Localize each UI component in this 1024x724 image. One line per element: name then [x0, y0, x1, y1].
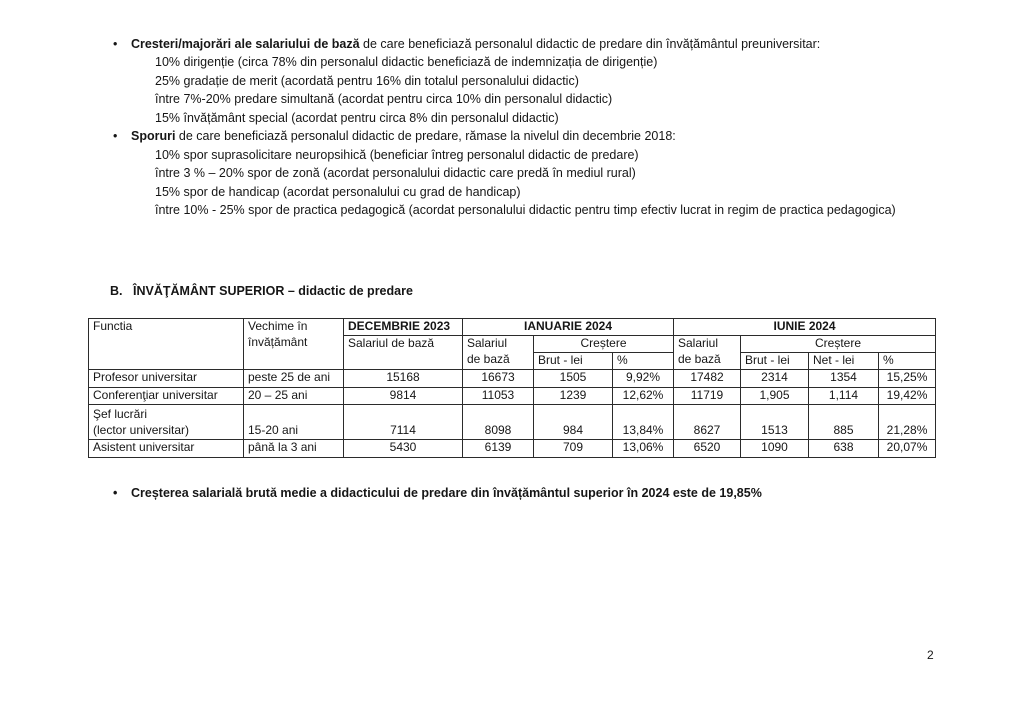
header-iun-brut-lei: Brut - lei	[740, 352, 809, 370]
cell-iun-net: 885	[808, 404, 879, 441]
cell-vechime: peste 25 de ani	[243, 368, 344, 388]
cell-ian-salariu: 11053	[462, 386, 534, 406]
header-ian-percent: %	[612, 352, 674, 370]
page-number: 2	[927, 648, 934, 662]
cell-vechime: până la 3 ani	[243, 439, 344, 458]
bullet-subitem: între 10% - 25% spor de practica pedagog…	[155, 203, 896, 218]
section-title: ÎNVĂŢĂMÂNT SUPERIOR – didactic de predar…	[133, 284, 413, 298]
bullet-subitem: 10% dirigenție (circa 78% din personalul…	[155, 55, 658, 70]
header-iun-percent: %	[877, 352, 937, 370]
cell-dec-salariu: 5430	[343, 439, 463, 458]
bullet-item-sporuri: • Sporuri de care beneficiază personalul…	[112, 127, 1012, 145]
cell-vechime: 15-20 ani	[243, 404, 344, 441]
cell-iun-brut: 1090	[740, 439, 809, 458]
cell-iun-pct: 20,07%	[877, 439, 937, 458]
bullet-subitem: 10% spor suprasolicitare neuropsihică (b…	[155, 147, 639, 162]
cell-iun-brut: 1,905	[740, 386, 809, 406]
bullet-lead-bold: Sporuri	[131, 129, 176, 144]
cell-ian-pct: 13,06%	[612, 439, 674, 458]
cell-ian-salariu: 6139	[462, 439, 534, 458]
cell-ian-pct: 12,62%	[612, 386, 674, 406]
header-functia: Functia	[88, 318, 244, 370]
bullet-lead-bold: Cresteri/majorări ale salariului de bază	[131, 37, 360, 51]
bullet-lead-rest: de care beneficiază personalul didactic …	[359, 37, 821, 51]
cell-iun-pct: 21,28%	[877, 404, 937, 441]
header-vechime: Vechime în învățământ	[243, 318, 344, 370]
cell-functia: Şef lucrări (lector universitar)	[88, 404, 244, 441]
cell-ian-pct: 13,84%	[612, 404, 674, 441]
cell-ian-brut: 1239	[533, 386, 613, 406]
cell-dec-salariu: 15168	[343, 368, 463, 388]
table-row-asistent: Asistent universitar până la 3 ani 5430 …	[88, 439, 937, 458]
cell-ian-brut: 984	[533, 404, 613, 441]
header-ian-brut-lei: Brut - lei	[533, 352, 613, 370]
cell-ian-brut: 709	[533, 439, 613, 458]
header-ianuarie-2024: IANUARIE 2024	[462, 318, 674, 336]
cell-iun-net: 1,114	[808, 386, 879, 406]
section-label: B.	[110, 284, 123, 298]
bullet-subitem: 25% gradație de merit (acordată pentru 1…	[155, 73, 579, 88]
table-row-sef-lucrari: Şef lucrări (lector universitar) 15-20 a…	[88, 404, 937, 441]
cell-iun-pct: 19,42%	[877, 386, 937, 406]
summary-bullet: • Creșterea salarială brută medie a dida…	[112, 486, 762, 500]
cell-dec-salariu: 9814	[343, 386, 463, 406]
bullet-subitem: 15% spor de handicap (acordat personalul…	[155, 184, 521, 199]
bullet-dot: •	[113, 37, 118, 51]
cell-functia: Conferenţiar universitar	[88, 386, 244, 406]
cell-iun-pct: 15,25%	[877, 368, 937, 388]
header-iun-net-lei: Net - lei	[808, 352, 879, 370]
cell-ian-salariu: 16673	[462, 368, 534, 388]
cell-iun-salariu: 8627	[673, 404, 741, 441]
header-ian-crestere: Creștere	[533, 335, 674, 353]
bullet-dot: •	[113, 129, 118, 144]
section-heading: B. ÎNVĂŢĂMÂNT SUPERIOR – didactic de pred…	[110, 284, 413, 298]
bullet-subitem: între 7%-20% predare simultană (acordat …	[155, 92, 613, 107]
header-iunie-2024: IUNIE 2024	[672, 318, 937, 336]
cell-functia: Asistent universitar	[88, 439, 244, 458]
header-dec-salariu: Salariul de bază	[343, 335, 463, 370]
bullet-list: • Cresteri/majorări ale salariului de ba…	[112, 35, 1012, 220]
table-header-row-2: Salariul de bază Salariul de bază Crește…	[89, 335, 937, 370]
table-row-conferentiar: Conferenţiar universitar 20 – 25 ani 981…	[88, 386, 937, 406]
bullet-subitem: 15% învățământ special (acordat pentru c…	[155, 110, 559, 125]
cell-iun-net: 638	[808, 439, 879, 458]
cell-iun-salariu: 11719	[673, 386, 741, 406]
bullet-lead-rest: de care beneficiază personalul didactic …	[175, 129, 676, 144]
cell-vechime: 20 – 25 ani	[243, 386, 344, 406]
cell-iun-salariu: 6520	[673, 439, 741, 458]
table-row-profesor: Profesor universitar peste 25 de ani 151…	[88, 368, 937, 388]
cell-iun-brut: 2314	[740, 368, 809, 388]
cell-iun-salariu: 17482	[673, 368, 741, 388]
cell-ian-brut: 1505	[533, 368, 613, 388]
table-header-row-3: Brut - lei % Brut - lei Net - lei %	[89, 352, 937, 370]
cell-ian-salariu: 8098	[462, 404, 534, 441]
summary-text: Creșterea salarială brută medie a didact…	[131, 486, 762, 500]
salary-table: Functia Vechime în învățământ DECEMBRIE …	[88, 318, 937, 458]
cell-iun-brut: 1513	[740, 404, 809, 441]
header-iun-crestere: Creștere	[739, 335, 937, 353]
table-header-row-1: Functia Vechime în învățământ DECEMBRIE …	[88, 318, 937, 370]
bullet-item-cresteri: • Cresteri/majorări ale salariului de ba…	[112, 35, 1012, 53]
header-decembrie-2023: DECEMBRIE 2023	[343, 318, 463, 336]
cell-dec-salariu: 7114	[343, 404, 463, 441]
bullet-subitem: între 3 % – 20% spor de zonă (acordat pe…	[155, 166, 636, 181]
cell-functia: Profesor universitar	[88, 368, 244, 388]
header-ian-salariu: Salariul de bază	[462, 335, 534, 370]
bullet-dot: •	[113, 486, 118, 500]
cell-ian-pct: 9,92%	[612, 368, 674, 388]
header-iun-salariu: Salariul de bază	[673, 335, 741, 370]
cell-iun-net: 1354	[808, 368, 879, 388]
